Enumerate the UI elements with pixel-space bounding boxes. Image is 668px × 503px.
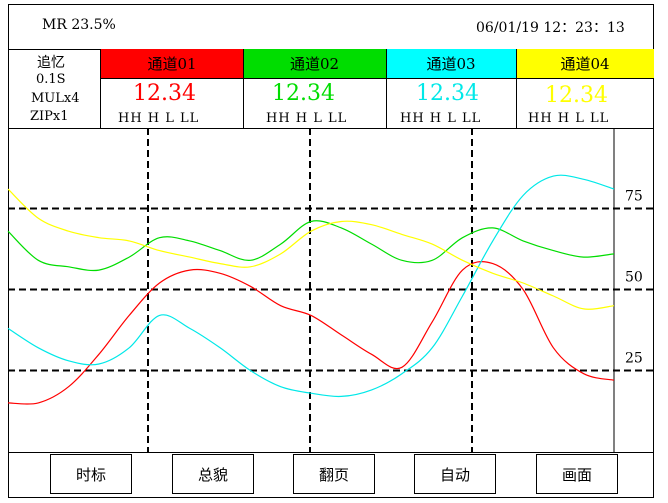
chart-bottom-border: [8, 452, 654, 453]
recorder-frame: [8, 4, 654, 498]
panel-divider: [100, 49, 101, 128]
page-turn-button[interactable]: 翻页: [293, 454, 375, 494]
channel-1-trend-line: [7, 261, 615, 405]
channel-alarms-4: HH H L LL: [528, 111, 610, 126]
channel-header-3[interactable]: 通道03: [386, 49, 516, 78]
channel-alarms-2: HH H L LL: [266, 111, 348, 126]
channel-4-trend-line: [7, 188, 615, 310]
channel-3-trend-line: [7, 174, 615, 398]
overview-button[interactable]: 总貌: [172, 454, 254, 494]
screen-button[interactable]: 画面: [536, 454, 618, 494]
channel-divider: [243, 49, 244, 128]
header-divider: [100, 78, 654, 79]
multiplier-label: MULx4: [31, 91, 80, 106]
channel-label-4: 通道04: [560, 55, 610, 73]
y-tick-label: 50: [625, 270, 643, 286]
channel-2-trend-line: [7, 220, 615, 272]
datetime-display: 06/01/19 12：23：13: [476, 20, 625, 36]
time-mark-button[interactable]: 时标: [50, 454, 132, 494]
mr-status: MR 23.5%: [42, 17, 116, 33]
y-tick-label: 25: [625, 351, 643, 367]
interval-label: 0.1S: [36, 72, 66, 87]
y-tick-label: 75: [625, 189, 643, 205]
auto-button[interactable]: 自动: [414, 454, 496, 494]
channel-divider: [516, 49, 517, 128]
channel-label-1: 通道01: [147, 55, 197, 73]
zip-label: ZIPx1: [30, 109, 69, 124]
channel-value-1: 12.34: [133, 81, 196, 106]
mode-label: 追忆: [37, 55, 65, 71]
channel-header-1[interactable]: 通道01: [101, 49, 243, 78]
channel-alarms-3: HH H L LL: [400, 111, 482, 126]
channel-value-4: 12.34: [545, 83, 608, 108]
channel-header-4[interactable]: 通道04: [516, 49, 654, 78]
channel-value-3: 12.34: [416, 81, 479, 106]
channel-label-3: 通道03: [426, 55, 476, 73]
channel-alarms-1: HH H L LL: [118, 111, 200, 126]
chart-top-border: [8, 128, 654, 129]
channel-value-2: 12.34: [272, 81, 335, 106]
channel-divider: [386, 49, 387, 128]
channel-label-2: 通道02: [289, 55, 340, 73]
channel-header-2[interactable]: 通道02: [243, 49, 386, 78]
